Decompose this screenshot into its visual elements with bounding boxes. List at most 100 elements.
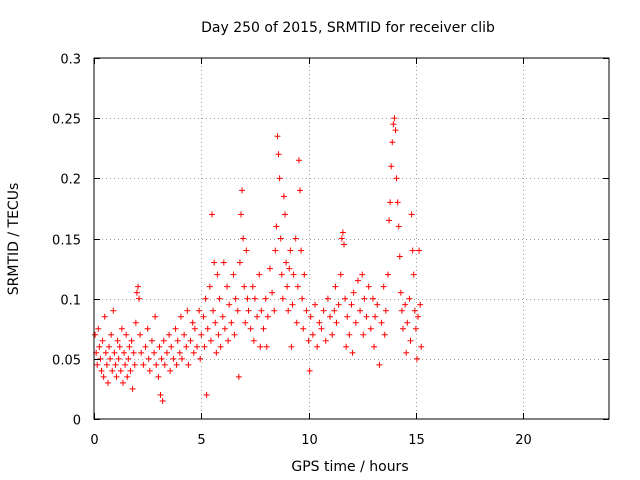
data-point: [333, 319, 340, 326]
data-point: [215, 331, 222, 338]
data-point: [320, 307, 327, 314]
data-point: [206, 283, 213, 290]
data-point: [281, 211, 288, 218]
data-point: [372, 313, 379, 320]
data-point: [418, 343, 425, 350]
data-point: [305, 337, 312, 344]
data-point: [110, 307, 117, 314]
data-point: [228, 319, 235, 326]
data-point: [410, 271, 417, 278]
data-point: [197, 355, 204, 362]
data-point: [314, 343, 321, 350]
data-point: [219, 313, 226, 320]
data-point: [277, 235, 284, 242]
data-point: [278, 271, 285, 278]
y-tick-label: 0.2: [60, 173, 81, 188]
data-point: [125, 355, 132, 362]
data-point: [257, 343, 264, 350]
data-point: [395, 223, 402, 230]
data-point: [168, 343, 175, 350]
data-point: [303, 307, 310, 314]
data-point: [109, 367, 116, 374]
x-tick-label: 20: [515, 433, 532, 448]
data-point: [207, 337, 214, 344]
data-point: [256, 271, 263, 278]
data-point: [106, 343, 113, 350]
data-point: [115, 355, 122, 362]
data-point: [394, 199, 401, 206]
data-point: [263, 343, 270, 350]
data-point: [131, 361, 138, 368]
y-tick-label: 0.1: [60, 294, 81, 309]
data-point: [346, 331, 353, 338]
data-point: [140, 361, 147, 368]
data-point: [102, 349, 109, 356]
data-point: [100, 373, 107, 380]
data-point: [172, 325, 179, 332]
data-point: [198, 331, 205, 338]
data-point: [264, 313, 271, 320]
data-point: [382, 307, 389, 314]
data-point: [403, 349, 410, 356]
data-point: [167, 367, 174, 374]
data-point: [211, 259, 218, 266]
data-point: [166, 331, 173, 338]
x-tick-label: 15: [408, 433, 425, 448]
data-point: [160, 337, 167, 344]
data-point: [294, 283, 301, 290]
data-point: [119, 379, 126, 386]
data-point: [151, 349, 158, 356]
data-point: [129, 385, 136, 392]
y-tick-label: 0.25: [52, 113, 81, 128]
data-point: [417, 301, 424, 308]
data-point: [285, 307, 292, 314]
plot-frame: [93, 57, 610, 420]
data-point: [357, 307, 364, 314]
data-point: [191, 325, 198, 332]
data-point: [271, 307, 278, 314]
data-point: [342, 295, 349, 302]
data-point: [298, 247, 305, 254]
data-point: [113, 373, 120, 380]
x-tick-label: 10: [301, 433, 318, 448]
data-point: [241, 283, 248, 290]
data-point: [177, 313, 184, 320]
data-point: [123, 331, 130, 338]
data-point: [137, 331, 144, 338]
data-point: [209, 211, 216, 218]
data-point: [363, 313, 370, 320]
data-point: [232, 295, 239, 302]
data-point: [92, 331, 99, 338]
data-point: [189, 319, 196, 326]
data-point: [214, 271, 221, 278]
data-point: [369, 295, 376, 302]
data-point: [327, 313, 334, 320]
data-point: [212, 319, 219, 326]
data-point: [324, 295, 331, 302]
data-point: [329, 331, 336, 338]
data-point: [178, 355, 185, 362]
data-point: [386, 217, 393, 224]
data-point: [295, 157, 302, 164]
data-point: [318, 325, 325, 332]
data-point: [144, 325, 151, 332]
data-point: [185, 361, 192, 368]
data-point: [176, 349, 183, 356]
data-point: [142, 343, 149, 350]
data-point: [348, 301, 355, 308]
data-point: [354, 277, 361, 284]
data-points: [92, 115, 425, 404]
data-point: [339, 229, 346, 236]
data-point: [134, 283, 141, 290]
data-point: [124, 373, 131, 380]
data-point: [99, 337, 106, 344]
data-point: [210, 307, 217, 314]
data-point: [262, 295, 269, 302]
chart-title: Day 250 of 2015, SRMTID for receiver cli…: [201, 20, 495, 36]
grid-lines: [94, 58, 609, 419]
data-point: [217, 343, 224, 350]
data-point: [388, 163, 395, 170]
data-point: [397, 289, 404, 296]
data-point: [387, 199, 394, 206]
data-point: [103, 361, 110, 368]
